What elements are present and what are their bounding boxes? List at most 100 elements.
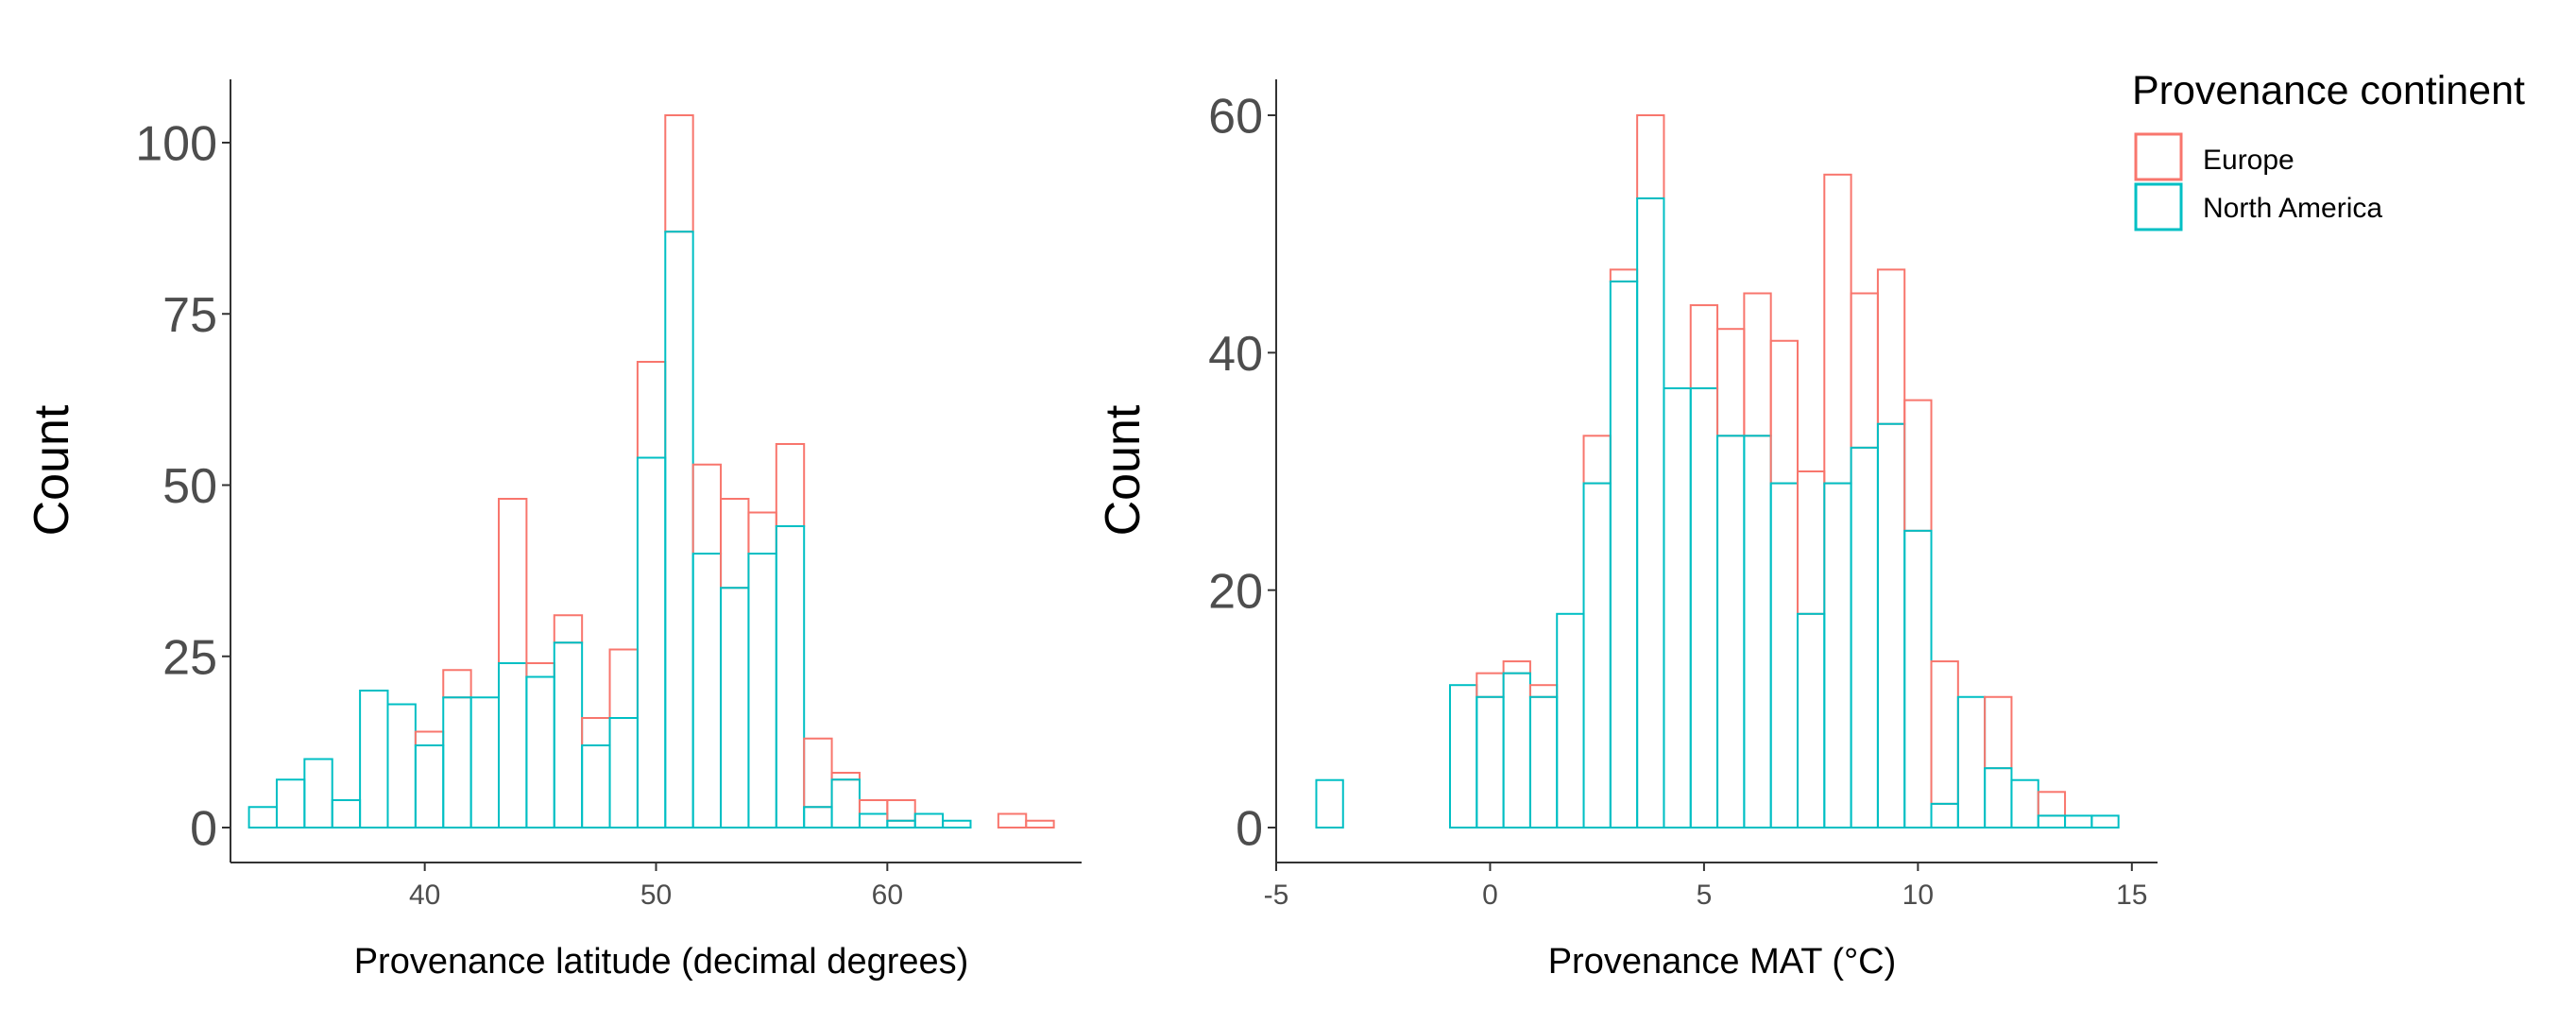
latitude-bar-europe: [608, 648, 639, 719]
mat-bar-europe: [1476, 672, 1505, 698]
mat-bar-europe: [1502, 660, 1531, 675]
latitude-bar-north-america: [691, 553, 723, 829]
latitude-y-tick-label: 75: [162, 288, 217, 343]
latitude-bar-north-america: [858, 812, 889, 829]
latitude-bar-north-america: [775, 525, 806, 829]
mat-bar-north-america: [1636, 196, 1665, 829]
mat-bar-north-america: [1582, 482, 1612, 829]
mat-y-tick-label: 40: [1208, 327, 1263, 382]
mat-bar-north-america: [1663, 387, 1692, 829]
mat-bar-europe: [1689, 304, 1719, 390]
mat-bar-north-america: [2090, 814, 2120, 829]
mat-x-ticks: -5 0 5 10 15: [1264, 863, 2148, 911]
latitude-x-tick-label: 50: [640, 880, 672, 911]
latitude-bar-europe: [997, 812, 1028, 829]
mat-bar-europe: [1582, 435, 1612, 485]
mat-bar-europe: [1984, 695, 2013, 770]
latitude-bar-north-america: [386, 703, 417, 829]
latitude-bar-north-america: [803, 806, 833, 829]
mat-bar-north-america: [2010, 778, 2039, 829]
legend: Provenance continent Europe North Americ…: [2132, 68, 2525, 231]
mat-bar-europe: [1823, 173, 1852, 485]
latitude-bar-north-america: [247, 806, 278, 829]
latitude-bar-europe: [636, 361, 667, 459]
latitude-bar-north-america: [498, 662, 528, 829]
mat-bar-north-america: [1956, 695, 1987, 829]
mat-x-axis-title: Provenance MAT (°C): [1548, 942, 1897, 982]
latitude-bar-europe: [886, 799, 916, 822]
mat-bar-north-america: [1903, 529, 1933, 829]
legend-title: Provenance continent: [2132, 68, 2525, 113]
mat-bar-north-america: [1716, 435, 1746, 829]
mat-x-tick-label: 0: [1482, 880, 1498, 911]
mat-bar-europe: [1528, 684, 1559, 698]
latitude-x-tick-label: 60: [872, 880, 903, 911]
mat-bar-north-america: [1476, 695, 1505, 829]
mat-bar-north-america: [1528, 695, 1559, 829]
mat-bar-north-america: [1796, 612, 1826, 829]
latitude-bar-europe: [720, 498, 750, 589]
latitude-bar-north-america: [581, 744, 611, 829]
latitude-bar-europe: [803, 737, 833, 809]
latitude-bar-north-america: [414, 744, 445, 829]
latitude-bar-north-america: [636, 456, 667, 829]
mat-bar-north-america: [1609, 280, 1639, 829]
latitude-x-axis-title: Provenance latitude (decimal degrees): [354, 942, 969, 982]
mat-bar-north-america: [1448, 684, 1478, 829]
latitude-y-tick-label: 50: [162, 459, 217, 514]
mat-bar-north-america: [1850, 446, 1879, 829]
latitude-bar-north-america: [442, 696, 472, 829]
latitude-histogram-panel: 0 25 50 75 100 40 50 60 Provenance latitude (d…: [25, 79, 1082, 982]
latitude-bar-europe: [553, 614, 584, 644]
latitude-y-ticks: 0 25 50 75 100: [135, 117, 230, 857]
mat-bar-north-america: [1689, 387, 1719, 829]
mat-x-tick-label: 5: [1697, 880, 1713, 911]
latitude-y-axis-title: Count: [25, 404, 79, 536]
latitude-bar-europe: [858, 799, 889, 815]
mat-bar-europe: [2037, 791, 2067, 817]
latitude-bar-north-america: [608, 717, 639, 829]
latitude-bar-north-america: [303, 758, 333, 829]
latitude-y-tick-label: 0: [190, 802, 217, 857]
latitude-x-ticks: 40 50 60: [409, 863, 903, 911]
mat-bar-north-america: [1984, 767, 2013, 829]
latitude-bar-north-america: [553, 641, 584, 829]
mat-bar-north-america: [1930, 802, 1959, 829]
latitude-bar-europe: [414, 730, 445, 746]
legend-key-europe: [2134, 132, 2183, 181]
mat-bar-europe: [1609, 268, 1639, 282]
latitude-bar-europe: [775, 443, 806, 527]
latitude-bar-north-america: [664, 231, 694, 829]
latitude-bar-north-america: [942, 819, 972, 829]
latitude-bar-north-america: [331, 799, 362, 829]
mat-bar-north-america: [1876, 422, 1906, 829]
latitude-bar-europe: [498, 498, 528, 664]
latitude-bar-north-america: [275, 778, 306, 829]
latitude-bar-europe: [442, 669, 472, 699]
mat-bar-europe: [1636, 114, 1665, 199]
mat-bars: [1315, 114, 2120, 829]
latitude-bar-north-america: [747, 553, 777, 829]
mat-bar-europe: [1903, 399, 1933, 532]
mat-x-tick-label: -5: [1264, 880, 1289, 911]
mat-bar-north-america: [1823, 482, 1852, 829]
mat-bar-europe: [1930, 660, 1959, 805]
latitude-bar-europe: [1025, 819, 1055, 829]
mat-y-tick-label: 20: [1208, 564, 1263, 619]
latitude-bar-north-america: [469, 696, 501, 829]
legend-key-north-america: [2134, 182, 2183, 231]
mat-x-tick-label: 10: [1902, 880, 1934, 911]
latitude-bar-north-america: [359, 690, 389, 829]
mat-bar-europe: [1716, 328, 1746, 437]
mat-bar-europe: [1743, 292, 1772, 437]
latitude-bar-europe: [830, 772, 861, 781]
latitude-y-tick-label: 25: [162, 630, 217, 685]
latitude-bars: [247, 114, 1055, 829]
mat-bar-europe: [1769, 339, 1799, 485]
mat-bar-north-america: [1556, 612, 1585, 829]
latitude-bar-europe: [581, 717, 611, 746]
latitude-x-tick-label: 40: [409, 880, 440, 911]
mat-bar-europe: [1796, 470, 1826, 615]
legend-label-europe: Europe: [2203, 145, 2295, 176]
